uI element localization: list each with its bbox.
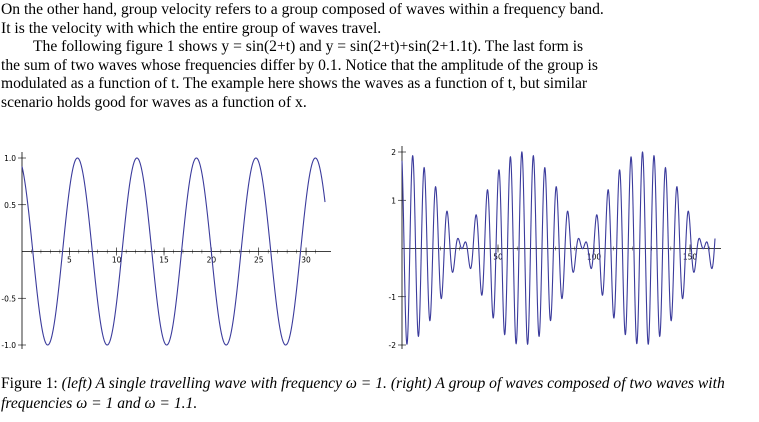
paragraph-1: On the other hand, group velocity refers… xyxy=(1,1,757,113)
plot-single-wave-svg: 5 10 15 20 25 30 1.0 0.5 -0.5 -1.0 xyxy=(1,152,331,350)
y-tick-label: 0.5 xyxy=(4,201,16,210)
y-tick-label: 1 xyxy=(391,196,396,205)
plot-wave-group: 50 100 150 2 1 -1 -2 xyxy=(372,140,759,358)
text-line: On the other hand, group velocity refers… xyxy=(1,1,604,18)
plot-single-wave: 5 10 15 20 25 30 1.0 0.5 -0.5 -1.0 xyxy=(0,140,340,358)
text-line: the sum of two waves whose frequencies d… xyxy=(1,56,598,74)
caption-label: Figure 1: xyxy=(1,375,58,392)
x-tick-label: 15 xyxy=(159,256,169,265)
caption-text: (left) A single travelling wave with fre… xyxy=(1,375,725,412)
text-line: The following figure 1 shows y = sin(2+t… xyxy=(33,38,584,56)
y-tick-label: 2 xyxy=(391,148,396,157)
x-tick-label: 20 xyxy=(207,256,217,265)
text-line: modulated as a function of t. The exampl… xyxy=(1,75,588,93)
x-tick-label: 25 xyxy=(254,256,264,265)
x-tick-label: 50 xyxy=(493,253,503,262)
y-tick-label: -1 xyxy=(389,293,397,302)
wave-curve xyxy=(21,157,326,346)
x-tick-label: 30 xyxy=(301,256,311,265)
wave-curve xyxy=(401,151,716,346)
y-tick-label: 1.0 xyxy=(4,154,16,163)
y-tick-label: -0.5 xyxy=(1,294,16,303)
text-line: scenario holds good for waves as a funct… xyxy=(1,93,307,111)
x-tick-label: 150 xyxy=(683,253,698,262)
x-tick-label: 10 xyxy=(112,256,122,265)
y-tick-label: -2 xyxy=(389,341,397,350)
y-tick-label: -1.0 xyxy=(1,341,16,350)
figure-caption: Figure 1: (left) A single travelling wav… xyxy=(1,374,758,414)
text-line: It is the velocity with which the entire… xyxy=(1,19,382,37)
x-tick-label: 100 xyxy=(587,253,602,262)
x-tick-label: 5 xyxy=(67,256,72,265)
plot-wave-group-svg: 50 100 150 2 1 -1 -2 xyxy=(389,146,721,350)
